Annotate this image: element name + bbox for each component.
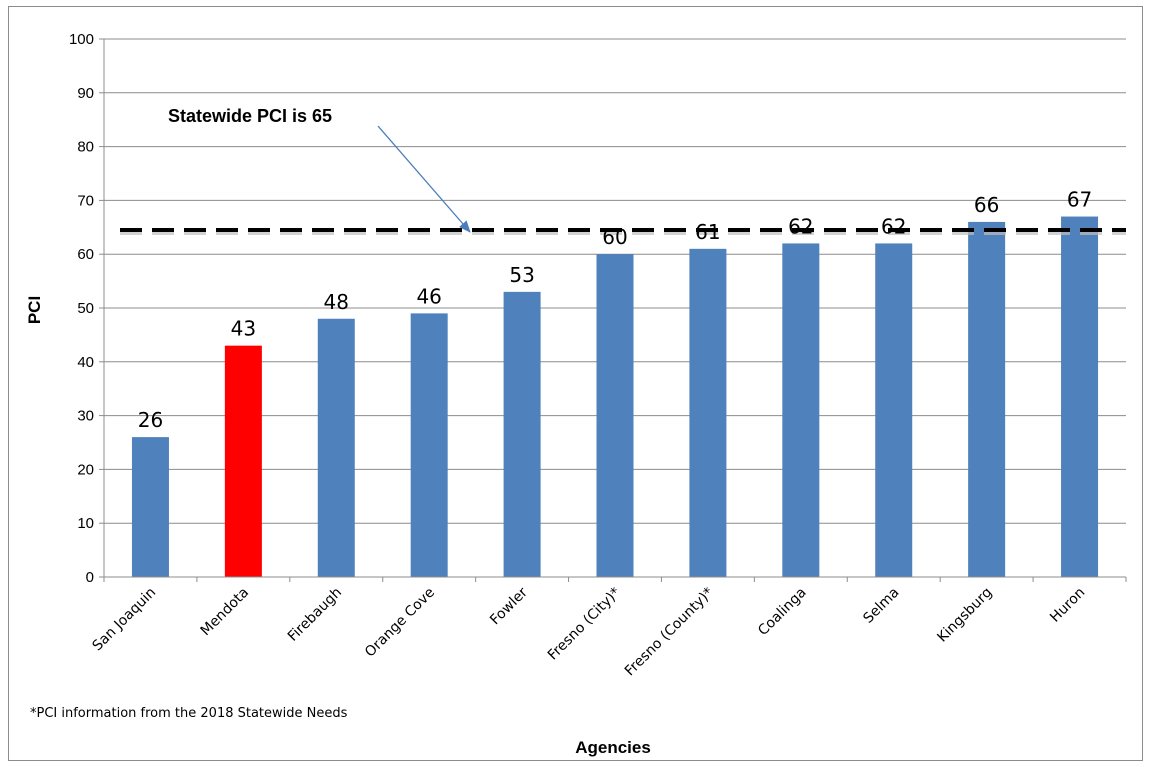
gridlines <box>104 38 1126 524</box>
bar-mendota <box>224 345 262 577</box>
category-label: Fowler <box>487 584 531 628</box>
bar-orange-cove <box>410 313 448 577</box>
y-tick-label: 80 <box>77 139 94 156</box>
category-label: San Joaquin <box>90 585 160 655</box>
labels: 0 10 20 30 40 50 60 70 80 90 100 26 San Joaquin 43 Men… <box>69 31 1092 679</box>
axes <box>99 38 1127 582</box>
data-label: 48 <box>324 290 349 314</box>
y-tick-label: 60 <box>77 246 94 263</box>
y-tick-label: 70 <box>77 192 94 209</box>
bar-fresno-county <box>689 248 727 577</box>
footnote: *PCI information from the 2018 Statewide… <box>30 706 348 721</box>
data-label: 53 <box>509 263 534 287</box>
bar-san-joaquin <box>131 437 169 577</box>
data-label: 43 <box>231 317 256 341</box>
bar-selma <box>875 243 913 577</box>
category-label: Mendota <box>198 585 253 640</box>
y-tick-label: 100 <box>69 31 94 48</box>
category-label: Selma <box>860 585 902 627</box>
bars <box>131 216 1099 578</box>
data-label: 62 <box>788 214 813 238</box>
y-tick-label: 90 <box>77 85 94 102</box>
y-tick-label: 30 <box>77 408 94 425</box>
data-label: 46 <box>416 284 441 308</box>
category-label: Coalinga <box>755 585 809 639</box>
data-label: 62 <box>881 214 906 238</box>
statewide-annotation: Statewide PCI is 65 <box>168 106 332 126</box>
bar-firebaugh <box>317 318 355 577</box>
data-label: 66 <box>974 193 999 217</box>
y-tick-label: 40 <box>77 354 94 371</box>
bar-huron <box>1061 216 1099 578</box>
bar-kingsburg <box>968 221 1006 578</box>
data-label: 67 <box>1067 188 1092 212</box>
category-label: Fresno (County)* <box>622 585 717 680</box>
data-label: 60 <box>602 225 627 249</box>
y-tick-label: 10 <box>77 515 94 532</box>
y-tick-label: 0 <box>86 569 94 586</box>
bar-fresno-city <box>596 254 634 577</box>
statewide-reference <box>120 227 1126 235</box>
category-label: Fresno (City)* <box>545 585 624 664</box>
category-label: Orange Cove <box>362 585 438 661</box>
category-label: Huron <box>1047 585 1088 626</box>
y-axis-title: PCI <box>25 296 44 324</box>
y-tick-label: 50 <box>77 300 94 317</box>
category-label: Kingsburg <box>934 585 995 646</box>
data-label: 61 <box>695 220 720 244</box>
annotation-arrow <box>377 125 471 233</box>
y-tick-label: 20 <box>77 461 94 478</box>
bar-fowler <box>503 291 541 577</box>
bar-coalinga <box>782 243 820 577</box>
category-label: Firebaugh <box>285 585 345 645</box>
x-axis-title: Agencies <box>575 738 651 757</box>
chart-frame <box>8 6 1143 761</box>
data-label: 26 <box>138 408 163 432</box>
